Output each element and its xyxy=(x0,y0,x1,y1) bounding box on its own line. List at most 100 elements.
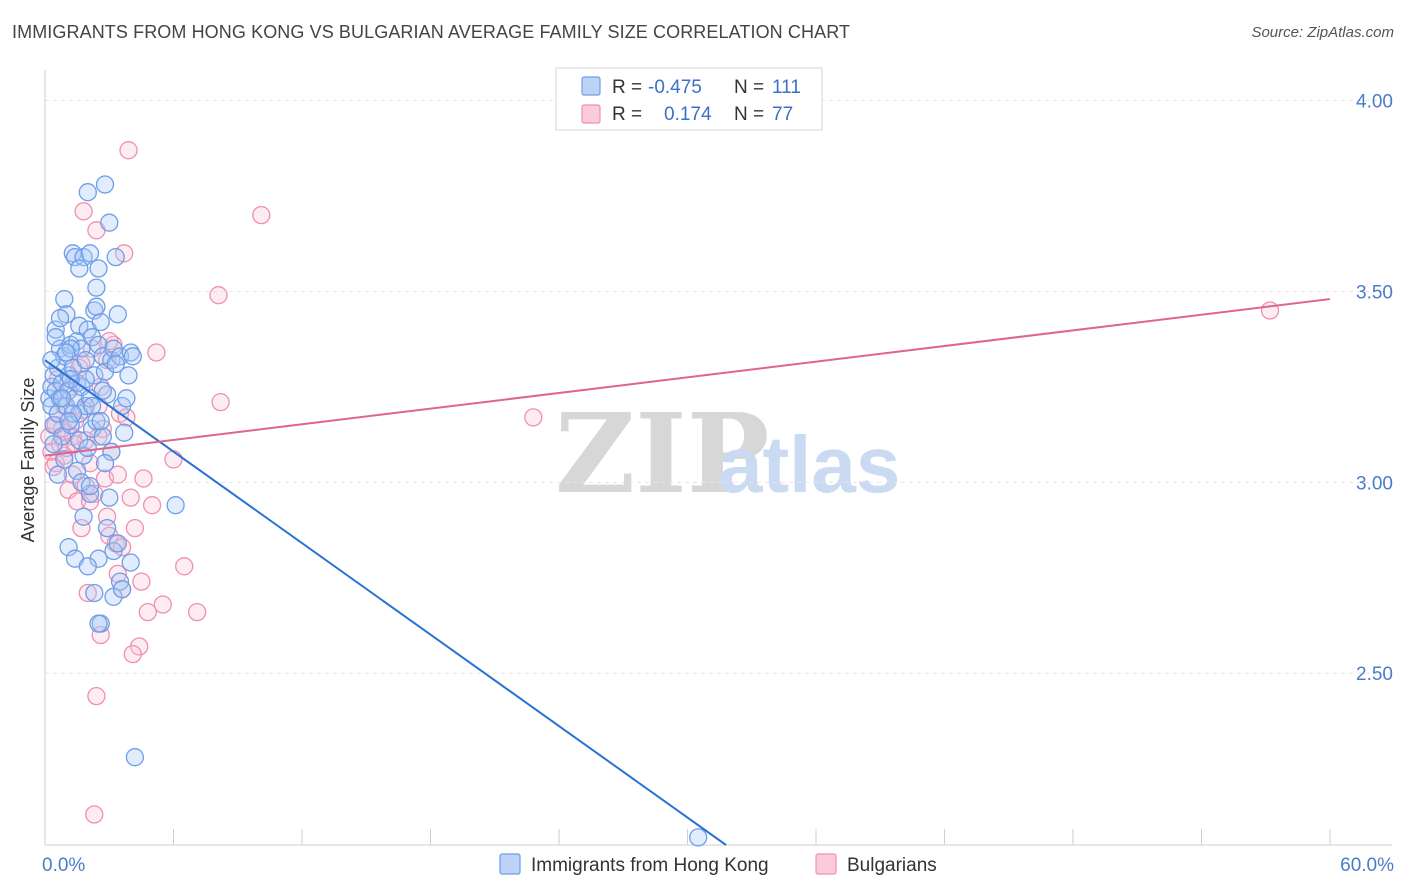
legend-r-value-blue: -0.475 xyxy=(648,77,702,98)
hong-kong-point xyxy=(87,297,106,316)
bulgarians-point xyxy=(211,392,230,412)
hong-kong-point xyxy=(89,259,108,278)
hong-kong-point xyxy=(55,450,74,469)
bulgarians-point xyxy=(142,496,162,515)
hong-kong-point xyxy=(80,476,100,496)
hong-kong-point xyxy=(78,557,97,576)
trend-lines xyxy=(44,298,1331,846)
gridlines xyxy=(45,100,1392,674)
x-tick-label-max: 60.0% xyxy=(1340,855,1394,876)
bulgarians-point xyxy=(87,686,106,706)
hong-kong-point xyxy=(78,183,97,202)
legend-n-label-pink: N = xyxy=(734,104,764,125)
legend-n-label-blue: N = xyxy=(734,77,764,98)
bulgarians-point xyxy=(132,572,151,591)
hong-kong-point xyxy=(59,538,78,557)
hong-kong-point xyxy=(106,354,125,374)
hong-kong-point xyxy=(689,828,708,847)
hong-kong-point xyxy=(82,396,102,416)
bulgarians-point xyxy=(1260,301,1280,320)
bulgarians-point xyxy=(175,557,194,576)
hong-kong-point xyxy=(121,553,140,572)
bulgarians-trend-line xyxy=(44,298,1331,457)
y-tick-label: 3.00 xyxy=(1356,473,1393,494)
legend-r-label-blue: R = xyxy=(612,77,642,98)
hong-kong-point xyxy=(72,339,91,358)
hong-kong-point xyxy=(112,580,132,599)
hong-kong-point xyxy=(93,381,112,400)
hong-kong-point xyxy=(46,320,65,339)
stats-legend: R = -0.475 N = 111 R = 0.174 N = 77 xyxy=(555,67,823,131)
hong-kong-point xyxy=(93,427,112,446)
hong-kong-point xyxy=(89,335,108,355)
bulgarians-point xyxy=(134,469,153,488)
hong-kong-point xyxy=(166,496,185,515)
hong-kong-point xyxy=(76,370,95,389)
hong-kong-point xyxy=(119,366,138,385)
bulgarians-point xyxy=(138,602,157,622)
hong-kong-point xyxy=(104,339,123,358)
bulgarians-point xyxy=(209,286,228,305)
hong-kong-point xyxy=(50,309,70,328)
hong-kong-point xyxy=(123,347,142,366)
hong-kong-point xyxy=(74,507,93,526)
bulgarians-point xyxy=(164,450,183,469)
series-hong-kong xyxy=(40,175,708,847)
hong-kong-point xyxy=(106,247,125,267)
hong-kong-point xyxy=(42,350,61,370)
hong-kong-point xyxy=(52,389,72,408)
bulgarians-point xyxy=(147,343,166,362)
bulgarians-point xyxy=(123,644,142,664)
legend-n-value-pink: 77 xyxy=(772,104,793,125)
x-tick-label-min: 0.0% xyxy=(42,855,85,876)
y-axis-label: Average Family Size xyxy=(18,378,38,543)
hong-kong-point xyxy=(55,289,74,309)
legend-n-value-blue: 111 xyxy=(772,77,801,98)
bulgarians-point xyxy=(72,518,91,538)
bulgarians-point xyxy=(78,583,97,603)
hong-kong-point xyxy=(85,366,104,385)
y-tick-labels: 2.50 3.00 3.50 4.00 xyxy=(1356,92,1393,686)
bottom-legend-swatch-pink xyxy=(815,853,837,875)
hong-kong-point xyxy=(70,259,89,278)
hong-kong-point xyxy=(72,473,91,492)
hong-kong-point xyxy=(46,328,65,347)
hong-kong-point xyxy=(125,748,145,767)
hong-kong-point xyxy=(85,583,104,603)
bulgarians-point xyxy=(85,805,104,824)
hong-kong-point xyxy=(117,389,136,408)
hong-kong-point xyxy=(97,518,117,538)
hong-kong-point xyxy=(44,434,63,454)
hong-kong-point xyxy=(59,412,78,431)
y-tick-label: 2.50 xyxy=(1356,664,1393,685)
hong-kong-point xyxy=(115,423,134,442)
y-tick-label: 4.00 xyxy=(1356,92,1393,113)
y-tick-label: 3.50 xyxy=(1356,282,1393,303)
source-label: Source: ZipAtlas.com xyxy=(1251,24,1394,41)
legend-r-label-pink: R = xyxy=(612,104,642,125)
legend-swatch-blue xyxy=(581,76,601,96)
bulgarians-point xyxy=(119,141,138,160)
bulgarians-point xyxy=(108,465,127,484)
bulgarians-point xyxy=(125,518,145,538)
legend-r-value-pink: 0.174 xyxy=(664,104,712,125)
hong-kong-point xyxy=(91,312,110,332)
hong-kong-point xyxy=(80,244,100,263)
series-legend: Immigrants from Hong Kong Bulgarians xyxy=(499,853,937,876)
hong-kong-point xyxy=(100,488,119,507)
hong-kong-point xyxy=(78,438,97,458)
bottom-legend-label-pink: Bulgarians xyxy=(847,855,937,876)
hong-kong-point xyxy=(87,278,106,297)
bottom-legend-label-blue: Immigrants from Hong Kong xyxy=(531,855,769,876)
bulgarians-point xyxy=(187,602,207,622)
bulgarians-point xyxy=(252,205,271,225)
hong-kong-point xyxy=(95,175,115,194)
hong-kong-point xyxy=(76,350,95,370)
x-tick-labels: 0.0% 60.0% xyxy=(42,855,1394,876)
bottom-legend-swatch-blue xyxy=(499,853,521,875)
watermark-zip: ZIP xyxy=(555,389,769,518)
bulgarians-point xyxy=(74,202,93,221)
hong-kong-point xyxy=(100,213,119,232)
legend-swatch-pink xyxy=(581,104,601,124)
